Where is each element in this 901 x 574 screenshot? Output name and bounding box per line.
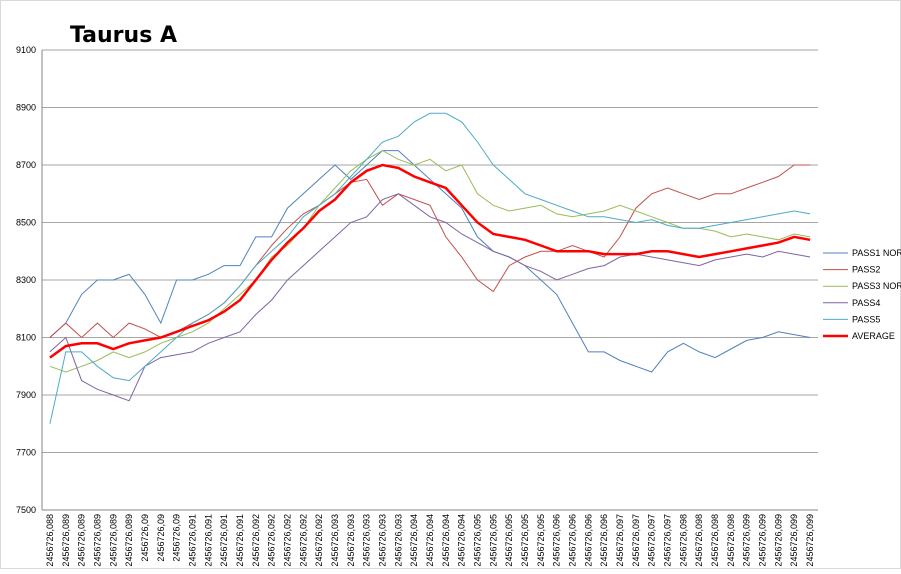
x-tick-label: 2456726,092 [298, 514, 308, 567]
x-tick-label: 2456726,097 [615, 514, 625, 567]
x-tick-label: 2456726,096 [552, 514, 562, 567]
y-tick-label: 8100 [16, 333, 36, 343]
x-tick-label: 2456726,099 [758, 514, 768, 567]
x-tick-label: 2456726,089 [124, 514, 134, 567]
x-tick-label: 2456726,091 [219, 514, 229, 567]
series-line [49, 163, 811, 359]
y-tick-label: 8700 [16, 160, 36, 170]
x-tick-label: 2456726,088 [45, 514, 55, 567]
x-tick-label: 2456726,099 [773, 514, 783, 567]
x-tick-label: 2456726,092 [267, 514, 277, 567]
x-tick-label: 2456726,098 [694, 514, 704, 567]
x-tick-label: 2456726,097 [647, 514, 657, 567]
y-tick-label: 8500 [16, 218, 36, 228]
x-tick-label: 2456726,09 [172, 514, 182, 562]
x-tick-label: 2456726,094 [425, 514, 435, 567]
x-tick-label: 2456726,09 [156, 514, 166, 562]
x-tick-label: 2456726,096 [599, 514, 609, 567]
x-tick-label: 2456726,091 [235, 514, 245, 567]
x-tick-label: 2456726,096 [568, 514, 578, 567]
legend-label: PASS3 NORM [852, 281, 901, 291]
x-tick-label: 2456726,098 [726, 514, 736, 567]
x-tick-label: 2456726,092 [251, 514, 261, 567]
x-tick-label: 2456726,098 [678, 514, 688, 567]
x-tick-label: 2456726,089 [61, 514, 71, 567]
x-tick-label: 2456726,092 [282, 514, 292, 567]
x-tick-label: 2456726,089 [77, 514, 87, 567]
x-tick-label: 2456726,093 [362, 514, 372, 567]
legend-label: PASS2 [852, 265, 880, 275]
x-tick-label: 2456726,099 [789, 514, 799, 567]
x-tick-label: 2456726,093 [393, 514, 403, 567]
chart-title: Taurus A [70, 23, 177, 48]
y-tick-label: 9100 [16, 45, 36, 55]
series-line [49, 112, 811, 424]
y-tick-label: 7500 [16, 505, 36, 515]
legend-label: AVERAGE [852, 331, 895, 341]
x-tick-label: 2456726,091 [203, 514, 213, 567]
x-tick-label: 2456726,097 [663, 514, 673, 567]
x-tick-label: 2456726,095 [473, 514, 483, 567]
x-tick-label: 2456726,095 [488, 514, 498, 567]
x-tick-label: 2456726,097 [631, 514, 641, 567]
legend-label: PASS1 NORM [852, 248, 901, 258]
x-tick-label: 2456726,093 [346, 514, 356, 567]
x-tick-label: 2456726,093 [377, 514, 387, 567]
x-tick-label: 2456726,099 [742, 514, 752, 567]
x-tick-label: 2456726,095 [504, 514, 514, 567]
x-tick-label: 2456726,098 [710, 514, 720, 567]
x-tick-label: 2456726,094 [441, 514, 451, 567]
y-tick-label: 7700 [16, 448, 36, 458]
x-tick-label: 2456726,099 [805, 514, 815, 567]
x-tick-label: 2456726,091 [187, 514, 197, 567]
x-tick-label: 2456726,095 [520, 514, 530, 567]
x-tick-label: 2456726,095 [536, 514, 546, 567]
series-line [49, 150, 811, 373]
series-line [49, 193, 811, 402]
x-tick-label: 2456726,089 [92, 514, 102, 567]
x-tick-label: 2456726,093 [330, 514, 340, 567]
x-tick-label: 2456726,089 [108, 514, 118, 567]
x-tick-label: 2456726,092 [314, 514, 324, 567]
legend-label: PASS5 [852, 314, 880, 324]
y-tick-label: 7900 [16, 390, 36, 400]
legend-label: PASS4 [852, 298, 880, 308]
y-tick-label: 8900 [16, 103, 36, 113]
x-tick-label: 2456726,09 [140, 514, 150, 562]
x-tick-label: 2456726,094 [457, 514, 467, 567]
y-tick-label: 8300 [16, 275, 36, 285]
x-tick-label: 2456726,096 [583, 514, 593, 567]
x-tick-label: 2456726,094 [409, 514, 419, 567]
